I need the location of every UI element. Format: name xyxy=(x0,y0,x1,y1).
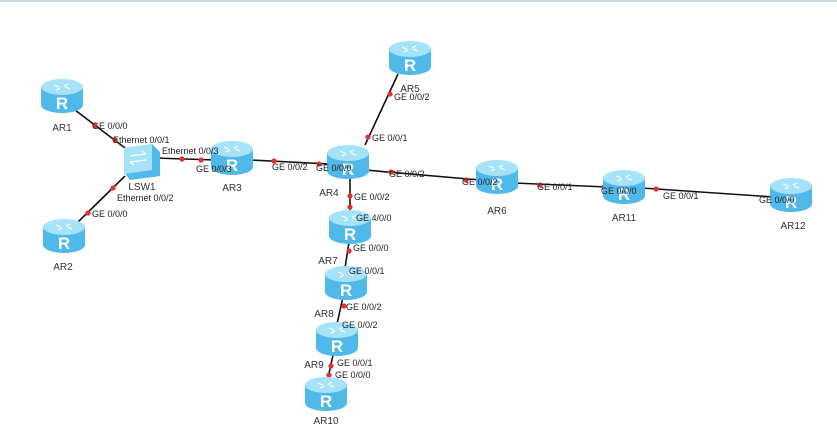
interface-label: GE 0/0/0 xyxy=(92,121,128,131)
port-dot xyxy=(347,204,353,210)
device-label-ar12: AR12 xyxy=(780,221,805,232)
port-dot xyxy=(328,363,334,369)
port-dot xyxy=(271,158,277,164)
port-dot xyxy=(346,248,352,254)
device-label-ar4: AR4 xyxy=(319,188,339,199)
interface-label: GE 0/0/2 xyxy=(394,92,430,102)
device-label-lsw1: LSW1 xyxy=(128,182,156,193)
interface-label: GE 0/0/1 xyxy=(663,191,699,201)
router-ar5[interactable] xyxy=(388,40,432,76)
device-label-ar11: AR11 xyxy=(612,213,637,224)
device-label-ar6: AR6 xyxy=(487,206,507,217)
interface-label: GE 0/0/0 xyxy=(316,163,352,173)
port-dot xyxy=(112,137,118,143)
interface-label: GE 0/0/2 xyxy=(272,162,308,172)
device-label-ar5: AR5 xyxy=(400,84,420,95)
port-dot xyxy=(85,210,91,216)
device-label-ar1: AR1 xyxy=(52,123,72,134)
device-label-ar10: AR10 xyxy=(313,416,338,427)
device-label-ar3: AR3 xyxy=(222,183,242,194)
interface-label: Ethernet 0/0/1 xyxy=(113,135,170,145)
port-dot xyxy=(537,182,543,188)
device-label-ar7: AR7 xyxy=(318,256,338,267)
interface-label: GE 0/0/1 xyxy=(537,182,573,192)
link-lsw1-ar3[interactable] xyxy=(154,157,216,161)
link-ar4-ar5[interactable] xyxy=(364,73,399,146)
interface-label: GE 0/0/1 xyxy=(337,358,373,368)
router-ar2[interactable] xyxy=(42,218,86,254)
port-dot xyxy=(326,372,332,378)
port-dot xyxy=(463,177,469,183)
interface-label: GE 0/0/2 xyxy=(389,169,425,179)
device-label-ar2: AR2 xyxy=(53,262,73,273)
interface-label: GE 0/0/0 xyxy=(353,243,389,253)
port-dot xyxy=(387,91,393,97)
interface-label: GE 0/0/2 xyxy=(462,177,498,187)
device-label-ar9: AR9 xyxy=(304,360,324,371)
interface-label: GE 0/0/0 xyxy=(759,195,795,205)
interface-label: GE 0/0/2 xyxy=(342,320,378,330)
port-dot xyxy=(388,169,394,175)
interface-label: GE 0/0/3 xyxy=(196,164,232,174)
canvas-top-border xyxy=(0,0,837,2)
interface-label: GE 0/0/0 xyxy=(335,370,371,380)
link-ar11-ar12[interactable] xyxy=(641,187,775,198)
port-dots xyxy=(85,91,775,378)
port-dot xyxy=(347,193,353,199)
interface-label: GE 4/0/0 xyxy=(356,213,392,223)
link-ar7-ar8[interactable] xyxy=(344,241,350,269)
router-ar10[interactable] xyxy=(304,376,348,412)
interface-label: GE 0/0/2 xyxy=(346,302,382,312)
interface-label: Ethernet 0/0/2 xyxy=(117,193,174,203)
interface-label: Ethernet 0/0/3 xyxy=(162,146,219,156)
port-dot xyxy=(179,156,185,162)
port-dot xyxy=(198,157,204,163)
interface-label: GE 0/0/0 xyxy=(601,186,637,196)
port-dot xyxy=(653,186,659,192)
interface-label: GE 0/0/1 xyxy=(349,266,385,276)
link-ar6-ar11[interactable] xyxy=(513,182,608,188)
port-dot xyxy=(110,185,116,191)
interface-label: GE 0/0/2 xyxy=(354,192,390,202)
links xyxy=(74,73,775,379)
router-ar4[interactable] xyxy=(326,144,370,180)
port-dot xyxy=(365,134,371,140)
interface-label: GE 0/0/0 xyxy=(92,209,128,219)
link-ar8-ar9[interactable] xyxy=(336,296,344,325)
port-dot xyxy=(92,123,98,129)
interface-label: GE 0/0/1 xyxy=(372,133,408,143)
router-ar1[interactable] xyxy=(40,78,84,114)
device-label-ar8: AR8 xyxy=(314,309,334,320)
link-ar4-ar6[interactable] xyxy=(364,169,481,181)
switch-lsw1[interactable] xyxy=(124,144,160,180)
port-dot xyxy=(341,303,347,309)
port-dot xyxy=(316,161,322,167)
